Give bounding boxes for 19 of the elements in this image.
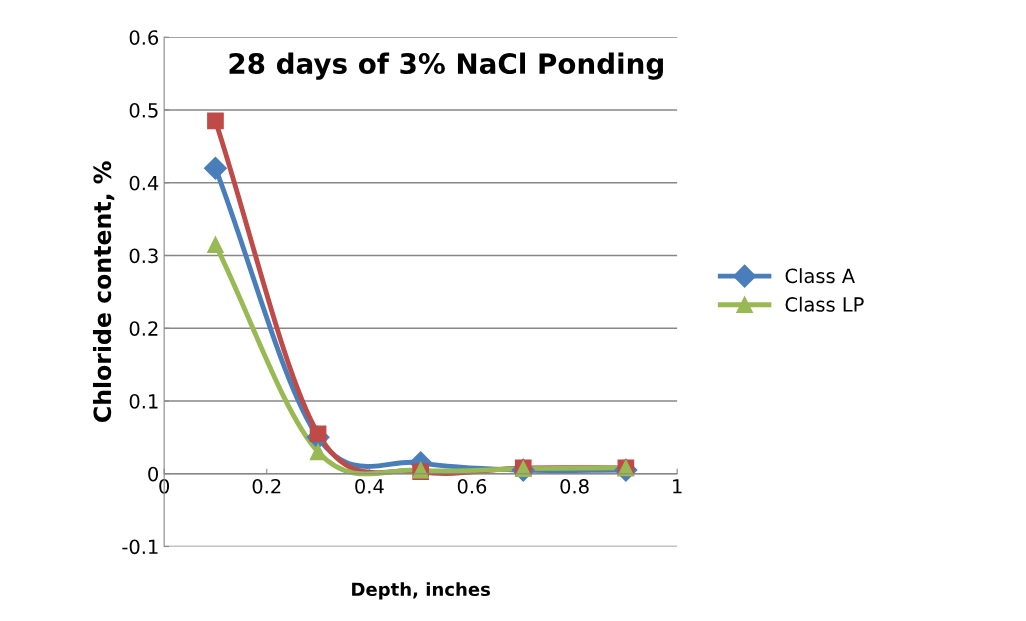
x-tick-label: 1 xyxy=(673,479,682,494)
x-tick-label: 0.6 xyxy=(457,478,487,494)
legend-label: Class LP xyxy=(785,296,864,312)
x-axis-title: Depth, inches xyxy=(352,582,490,600)
y-tick-label: 0.5 xyxy=(129,102,158,118)
text: 28 days of 3% NaCl Ponding xyxy=(229,52,663,80)
x-tick-label: 0 xyxy=(159,478,170,494)
y-tick-label: 0 xyxy=(148,466,159,482)
y-axis-title: Chloride content, % xyxy=(92,161,115,422)
y-tick-label: 0.6 xyxy=(129,30,159,45)
legend-label: Class A xyxy=(785,268,855,284)
y-tick-label: 0.2 xyxy=(129,321,158,336)
x-tick-label: 0.4 xyxy=(355,478,384,494)
x-tick-label: 0.2 xyxy=(252,478,281,494)
y-tick-label: 0.4 xyxy=(129,175,159,191)
y-tick-label: 0.1 xyxy=(129,393,158,409)
x-tick-label: 0.8 xyxy=(560,478,589,494)
y-tick-label: 0.3 xyxy=(129,248,158,264)
y-tick-label: -0.1 xyxy=(122,539,158,555)
